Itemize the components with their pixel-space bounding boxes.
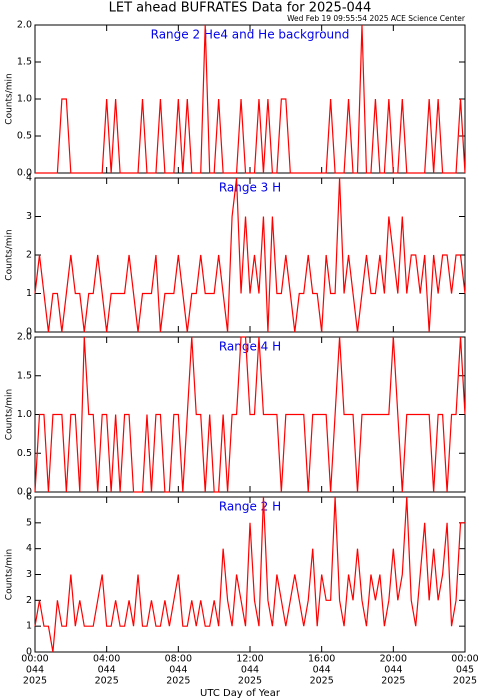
y-tick-label: 2.0: [17, 20, 32, 31]
x-tick-label: 044: [26, 665, 44, 676]
chart-title: LET ahead BUFRATES Data for 2025-044: [109, 1, 372, 16]
x-tick-label: 044: [241, 665, 259, 676]
y-tick-label: 0: [26, 647, 32, 658]
x-tick-label: 12:00: [236, 654, 263, 665]
y-tick-label: 6: [26, 492, 32, 503]
x-tick-label: 2025: [453, 676, 477, 687]
x-tick-label: 08:00: [165, 654, 192, 665]
x-tick-label: 044: [169, 665, 187, 676]
y-tick-label: 0: [26, 327, 32, 338]
y-tick-label: 4: [26, 543, 32, 554]
y-tick-label: 2: [26, 250, 32, 261]
y-tick-label: 1.5: [17, 57, 32, 68]
x-tick-label: 2025: [95, 676, 119, 687]
data-line: [35, 24, 466, 174]
panel-label: Range 2 He4 and He background: [151, 28, 350, 42]
x-tick-label: 00:00: [451, 654, 478, 665]
y-tick-label: 0.5: [17, 131, 32, 142]
y-tick-label: 3: [26, 569, 32, 580]
y-tick-label: 5: [26, 517, 32, 528]
data-line: [34, 336, 466, 493]
x-tick-label: 044: [98, 665, 116, 676]
x-tick-label: 00:00: [21, 654, 48, 665]
y-tick-label: 2: [26, 595, 32, 606]
y-tick-label: 0.0: [17, 487, 32, 498]
x-tick-label: 2025: [381, 676, 405, 687]
y-axis-label: Counts/min: [5, 73, 15, 124]
y-axis-label: Counts/min: [5, 229, 15, 280]
y-axis-label: Counts/min: [5, 389, 15, 440]
x-tick-label: 045: [456, 665, 474, 676]
x-axis-label: UTC Day of Year: [200, 688, 281, 699]
y-tick-label: 1.5: [17, 370, 32, 381]
chart-subtitle: Wed Feb 19 09:55:54 2025 ACE Science Cen…: [287, 14, 466, 23]
y-tick-label: 0.0: [17, 168, 32, 179]
y-tick-label: 1.0: [17, 94, 32, 105]
y-axis-label: Counts/min: [5, 549, 15, 600]
y-tick-label: 1: [26, 621, 32, 632]
y-tick-label: 2.0: [17, 332, 32, 343]
x-tick-label: 16:00: [308, 654, 335, 665]
panel-label: Range 4 H: [219, 340, 281, 354]
data-line: [34, 177, 466, 333]
x-tick-label: 2025: [310, 676, 334, 687]
x-tick-label: 20:00: [380, 654, 407, 665]
y-tick-label: 0.5: [17, 448, 32, 459]
x-tick-label: 2025: [238, 676, 262, 687]
panel-label: Range 2 H: [219, 500, 281, 514]
panel-label: Range 3 H: [219, 181, 281, 195]
y-tick-label: 1.0: [17, 409, 32, 420]
x-tick-label: 2025: [166, 676, 190, 687]
x-tick-label: 044: [384, 665, 402, 676]
y-tick-label: 4: [26, 173, 32, 184]
x-tick-label: 04:00: [93, 654, 120, 665]
y-tick-label: 3: [26, 211, 32, 222]
x-tick-label: 044: [313, 665, 331, 676]
y-tick-label: 1: [26, 288, 32, 299]
x-tick-label: 2025: [23, 676, 47, 687]
data-line: [34, 496, 465, 653]
